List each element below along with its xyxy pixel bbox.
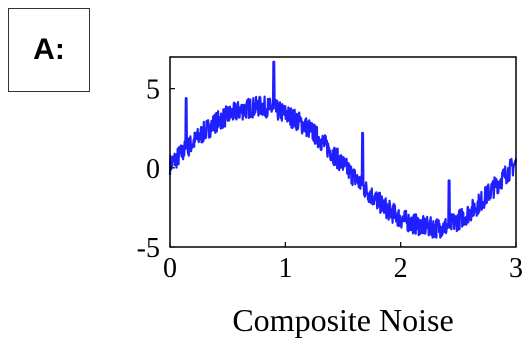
noise-series-line xyxy=(168,60,518,239)
x-tick-label: 3 xyxy=(509,253,523,284)
x-axis-label: Composite Noise xyxy=(232,302,453,338)
x-tick-label: 1 xyxy=(278,253,292,284)
axes-frame xyxy=(169,56,517,248)
x-tick-label: 0 xyxy=(163,253,177,284)
plot-area xyxy=(168,60,518,239)
panel-label: A: xyxy=(8,8,90,92)
y-tick-label: 0 xyxy=(146,154,160,185)
axis-ticks: 0 1 2 3-505 xyxy=(137,75,523,284)
y-tick-label: -5 xyxy=(137,233,160,264)
y-tick-label: 5 xyxy=(146,75,160,106)
x-tick-label: 2 xyxy=(394,253,408,284)
